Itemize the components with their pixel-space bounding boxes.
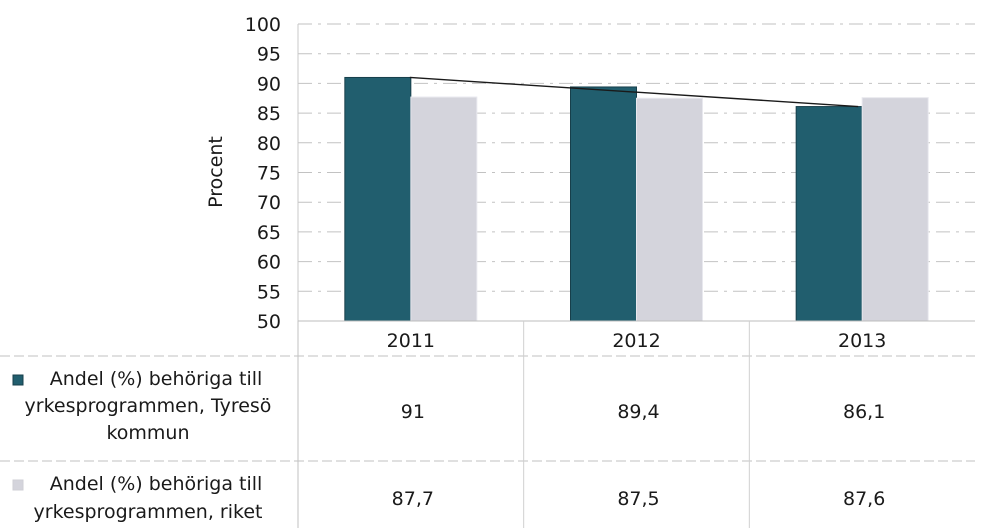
data-table: 2011 2012 2013 Andel (%) behöriga till yrkes… (0, 320, 975, 528)
table-value: 87,7 (392, 488, 434, 510)
x-category-label: 2013 (838, 330, 886, 352)
series-name-line: yrkesprogrammen, Tyresö (25, 395, 272, 417)
table-row-series-2: Andel (%) behöriga till yrkesprogrammen, … (12, 473, 885, 523)
x-category-label: 2012 (612, 330, 660, 352)
legend-key-series-1 (12, 374, 24, 386)
y-axis-ticks: 100 95 90 85 80 75 70 65 60 55 50 (245, 14, 281, 333)
table-value: 91 (401, 401, 425, 423)
x-category-label: 2011 (387, 330, 435, 352)
bar-2012-series-2 (636, 97, 703, 322)
bar-2011-series-2 (410, 96, 478, 322)
y-tick-label: 80 (257, 133, 281, 155)
legend-key-series-2 (12, 479, 24, 491)
y-tick-label: 85 (257, 103, 281, 125)
y-tick-label: 100 (245, 14, 281, 36)
trendline-line (409, 76, 859, 108)
y-tick-label: 60 (257, 252, 281, 274)
y-tick-label: 90 (257, 73, 281, 95)
table-value: 87,5 (617, 488, 659, 510)
trendline (409, 76, 859, 108)
table-value: 89,4 (617, 401, 659, 423)
series-name-line: Andel (%) behöriga till (50, 473, 263, 495)
y-tick-label: 55 (257, 281, 281, 303)
y-axis-label: Procent (205, 136, 227, 208)
series-name-line: kommun (106, 422, 189, 444)
bar-2011-series-1 (344, 76, 412, 322)
y-tick-label: 50 (257, 311, 281, 333)
y-tick-label: 75 (257, 163, 281, 185)
table-value: 86,1 (843, 401, 885, 423)
table-value: 87,6 (843, 488, 885, 510)
bar-2012-series-1 (570, 86, 637, 322)
series-name-line: yrkesprogrammen, riket (34, 501, 263, 523)
y-tick-label: 65 (257, 222, 281, 244)
bar-2013-series-1 (795, 106, 863, 322)
bars (344, 76, 929, 322)
y-tick-label: 95 (257, 44, 281, 66)
table-row-series-1: Andel (%) behöriga till yrkesprogrammen, … (12, 368, 885, 444)
y-tick-label: 70 (257, 192, 281, 214)
bar-2013-series-2 (861, 97, 929, 322)
series-name-line: Andel (%) behöriga till (50, 368, 263, 390)
